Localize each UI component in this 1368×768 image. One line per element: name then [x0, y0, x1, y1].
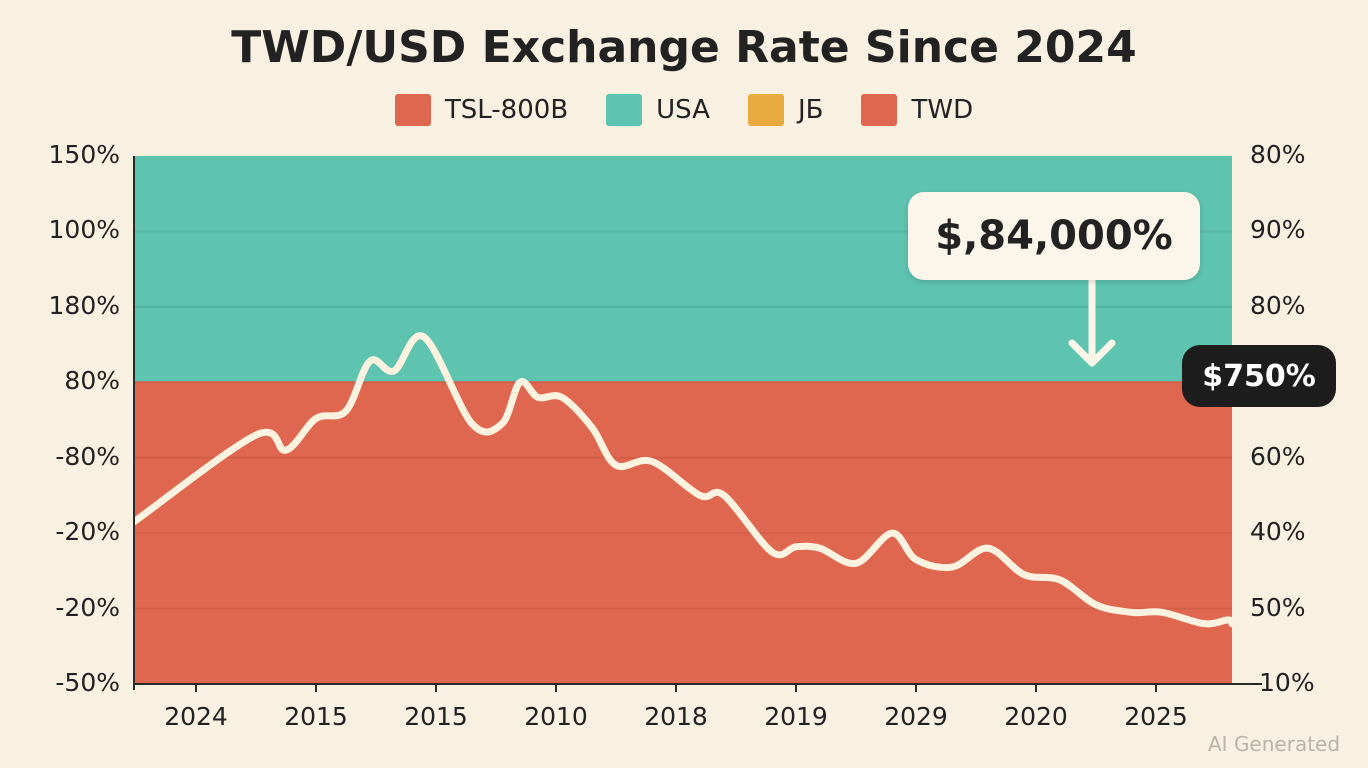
x-tick-label: 2019	[764, 702, 828, 731]
x-tick-label: 2029	[884, 702, 948, 731]
legend-swatch	[606, 94, 643, 126]
x-tick-label: 2024	[164, 702, 228, 731]
callout-annotation: $,84,000%	[908, 192, 1200, 280]
y-tick-label-left: -80%	[55, 441, 120, 471]
legend-label: JБ	[797, 95, 824, 125]
series-line	[130, 332, 1236, 628]
x-tick-label: 2018	[644, 702, 708, 731]
legend-label: TWD	[911, 95, 974, 125]
legend-item: JБ	[747, 94, 824, 126]
y-tick-label-right: -10%	[1250, 668, 1315, 697]
legend-item: USA	[606, 94, 710, 126]
y-tick-label-left: 150%	[48, 140, 120, 169]
x-tick-label: 2020	[1004, 702, 1068, 731]
y-tick-label-left: 180%	[48, 290, 120, 320]
legend-swatch	[861, 94, 898, 126]
y-tick-label-left: -20%	[55, 592, 120, 622]
y-tick-label-right: 90%	[1250, 215, 1306, 245]
y-tick-label-left: -50%	[55, 668, 120, 697]
watermark: AI Generated	[1208, 732, 1341, 756]
x-tick-label: 2015	[284, 702, 348, 731]
y-tick-label-right: 80%	[1250, 140, 1306, 169]
value-badge: $750%	[1182, 345, 1336, 407]
legend-label: TSL-800B	[444, 95, 569, 125]
x-tick-label: 2025	[1124, 702, 1188, 731]
y-tick-label-right: 80%	[1250, 290, 1306, 320]
callout-arrow	[1068, 276, 1116, 367]
legend-label: USA	[656, 95, 710, 125]
x-tick-label: 2015	[404, 702, 468, 731]
y-tick-label-left: -20%	[55, 517, 120, 547]
legend-item: TSL-800B	[394, 94, 569, 126]
legend-item: TWD	[861, 94, 973, 126]
chart-title: TWD/USD Exchange Rate Since 2024	[231, 22, 1137, 73]
x-tick-label: 2010	[524, 702, 588, 731]
y-tick-label-right: 40%	[1250, 517, 1306, 547]
legend: TSL-800B USA JБ TWD	[0, 94, 1368, 126]
legend-swatch	[394, 94, 431, 126]
y-tick-label-left: 100%	[48, 215, 120, 245]
y-tick-label-right: 50%	[1250, 592, 1306, 622]
y-tick-label-left: 80%	[64, 366, 120, 396]
legend-swatch	[747, 94, 784, 126]
y-tick-label-right: 60%	[1250, 441, 1306, 471]
